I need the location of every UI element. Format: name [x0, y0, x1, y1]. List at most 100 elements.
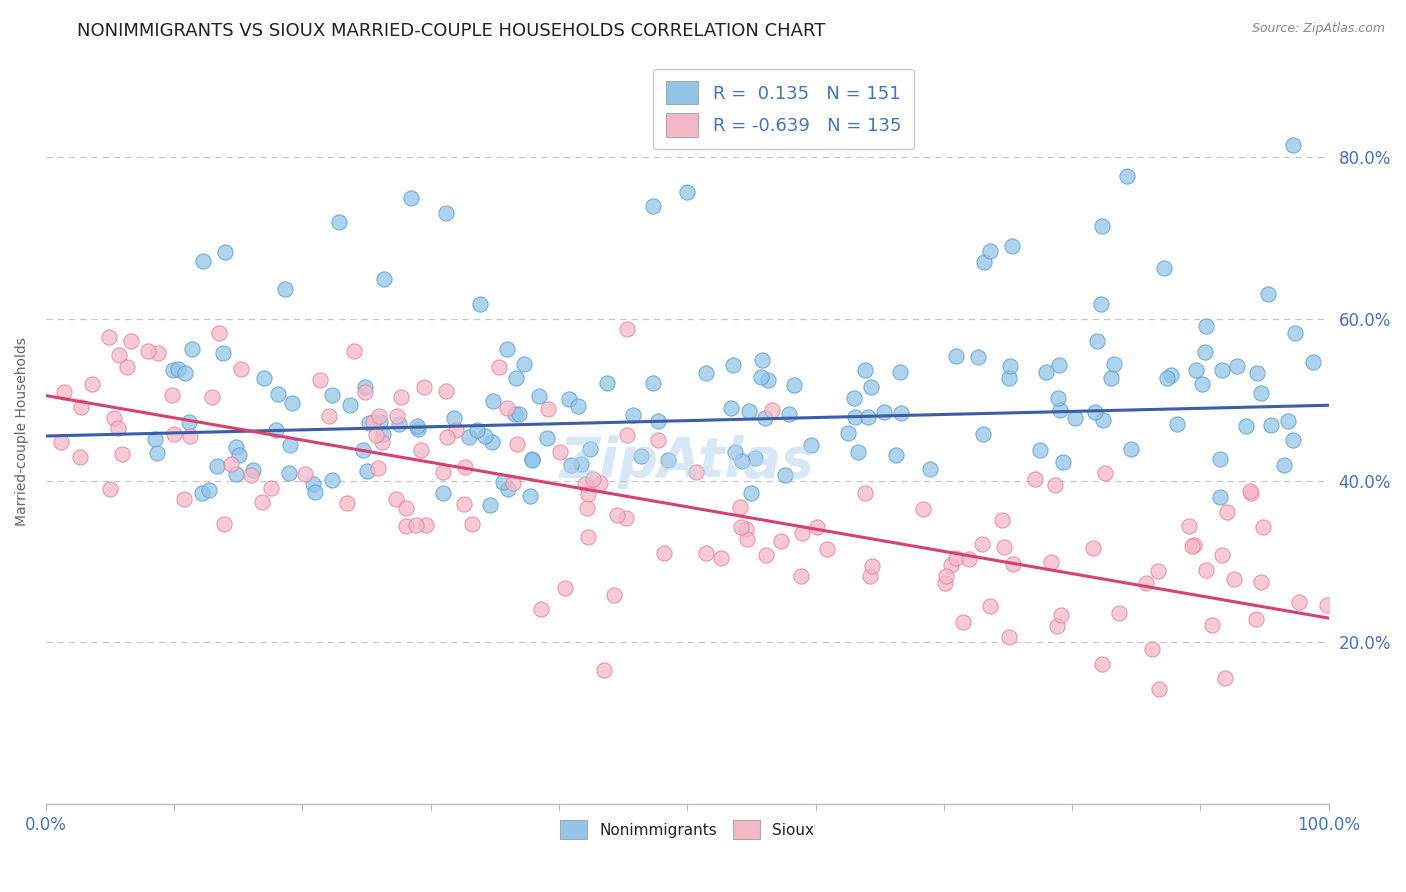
Point: [1091, 219, 1114, 234]
Point: [957, 552, 980, 566]
Point: [856, 410, 879, 425]
Point: [321, 388, 343, 402]
Point: [302, 477, 325, 491]
Point: [454, 460, 477, 475]
Point: [294, 467, 316, 482]
Point: [1260, 418, 1282, 433]
Point: [162, 388, 184, 402]
Point: [1246, 366, 1268, 380]
Point: [274, 282, 297, 296]
Point: [242, 463, 264, 477]
Point: [1135, 576, 1157, 591]
Point: [367, 409, 389, 424]
Point: [579, 442, 602, 456]
Point: [318, 409, 340, 423]
Point: [1209, 490, 1232, 504]
Point: [973, 254, 995, 268]
Point: [457, 429, 479, 443]
Point: [991, 513, 1014, 527]
Point: [979, 599, 1001, 613]
Point: [505, 371, 527, 385]
Point: [522, 453, 544, 467]
Point: [576, 501, 599, 516]
Point: [1195, 319, 1218, 334]
Point: [432, 465, 454, 479]
Point: [481, 434, 503, 449]
Point: [1225, 359, 1247, 373]
Point: [434, 384, 457, 398]
Point: [1208, 452, 1230, 467]
Point: [778, 407, 800, 421]
Point: [859, 380, 882, 394]
Point: [1274, 458, 1296, 473]
Point: [1239, 483, 1261, 498]
Point: [179, 429, 201, 443]
Point: [474, 429, 496, 443]
Point: [529, 602, 551, 616]
Point: [1090, 657, 1112, 671]
Point: [1094, 466, 1116, 480]
Point: [413, 380, 436, 394]
Point: [1240, 485, 1263, 500]
Point: [434, 205, 457, 219]
Legend: Nonimmigrants, Sioux: Nonimmigrants, Sioux: [554, 814, 821, 845]
Point: [1182, 538, 1205, 552]
Point: [409, 443, 432, 458]
Point: [560, 458, 582, 472]
Point: [1043, 478, 1066, 492]
Point: [1024, 472, 1046, 486]
Point: [592, 663, 614, 677]
Point: [395, 518, 418, 533]
Point: [569, 457, 592, 471]
Point: [205, 459, 228, 474]
Point: [519, 489, 541, 503]
Point: [371, 434, 394, 449]
Point: [614, 511, 637, 525]
Point: [756, 373, 779, 387]
Point: [1195, 563, 1218, 577]
Point: [281, 395, 304, 409]
Point: [1029, 443, 1052, 458]
Point: [399, 191, 422, 205]
Point: [1223, 572, 1246, 586]
Point: [225, 440, 247, 454]
Point: [479, 498, 502, 512]
Point: [1160, 368, 1182, 382]
Point: [406, 419, 429, 434]
Point: [1282, 137, 1305, 152]
Point: [304, 485, 326, 500]
Point: [1090, 297, 1112, 311]
Point: [1119, 442, 1142, 457]
Point: [1049, 402, 1071, 417]
Point: [339, 398, 361, 412]
Point: [616, 428, 638, 442]
Point: [721, 359, 744, 373]
Point: [371, 427, 394, 442]
Point: [837, 425, 859, 440]
Point: [1147, 681, 1170, 696]
Point: [731, 454, 754, 468]
Point: [998, 359, 1021, 373]
Point: [695, 545, 717, 559]
Point: [1284, 326, 1306, 340]
Point: [647, 414, 669, 428]
Point: [353, 384, 375, 399]
Point: [853, 485, 876, 500]
Point: [453, 497, 475, 511]
Point: [443, 411, 465, 425]
Point: [177, 416, 200, 430]
Point: [800, 437, 823, 451]
Point: [357, 416, 380, 430]
Point: [685, 465, 707, 479]
Point: [842, 391, 865, 405]
Point: [574, 476, 596, 491]
Point: [782, 378, 804, 392]
Point: [163, 427, 186, 442]
Point: [889, 365, 911, 379]
Point: [1201, 617, 1223, 632]
Point: [537, 402, 560, 417]
Point: [278, 466, 301, 480]
Point: [979, 244, 1001, 259]
Point: [735, 532, 758, 546]
Point: [191, 254, 214, 268]
